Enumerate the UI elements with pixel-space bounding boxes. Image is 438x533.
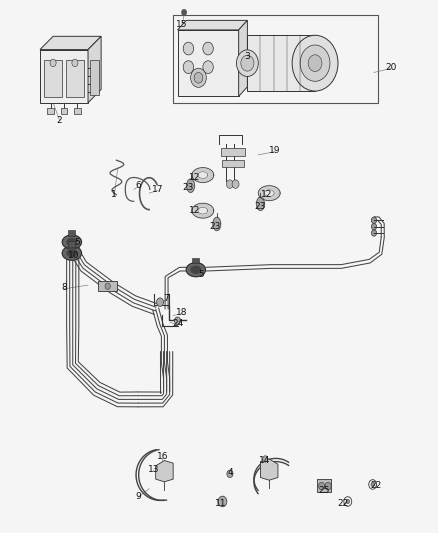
Circle shape [237,50,258,76]
Text: 12: 12 [189,206,201,215]
Text: 9: 9 [135,491,141,500]
Circle shape [371,482,374,487]
Text: 4: 4 [227,469,233,477]
Circle shape [325,482,331,490]
Circle shape [292,35,338,91]
Text: 5: 5 [199,270,205,279]
Polygon shape [186,263,205,277]
Bar [192,258,199,263]
Text: 24: 24 [172,319,183,328]
Bar [60,108,67,115]
Polygon shape [67,249,77,257]
Polygon shape [62,235,81,249]
Text: 3: 3 [244,52,250,61]
Circle shape [371,223,377,230]
Polygon shape [239,20,247,96]
Polygon shape [192,203,214,218]
Text: 8: 8 [61,283,67,292]
Polygon shape [198,207,208,214]
Text: 13: 13 [148,465,159,474]
Text: 16: 16 [156,453,168,462]
Circle shape [183,61,194,74]
Circle shape [194,72,203,83]
Polygon shape [257,197,265,211]
Circle shape [191,68,206,87]
Bar [173,15,378,103]
Text: 14: 14 [259,456,271,465]
Circle shape [105,283,110,289]
Text: 18: 18 [176,308,187,317]
Circle shape [308,55,322,71]
Bar [68,241,75,247]
Polygon shape [198,172,208,179]
Text: 22: 22 [338,498,349,507]
Text: 5: 5 [74,238,80,247]
Text: 20: 20 [386,63,397,71]
Circle shape [232,180,239,188]
Bar [74,108,81,115]
Polygon shape [62,246,81,260]
Text: 15: 15 [176,20,187,29]
Bar [221,148,245,157]
Polygon shape [213,217,221,231]
Bar [47,108,54,115]
Polygon shape [187,179,194,192]
Circle shape [241,55,254,71]
Text: 12: 12 [189,173,201,182]
Circle shape [300,45,330,82]
Polygon shape [264,190,274,197]
Text: 22: 22 [371,481,382,490]
Text: 23: 23 [182,183,193,192]
Circle shape [182,10,186,15]
Text: 12: 12 [261,190,273,199]
Text: 23: 23 [209,222,220,231]
Text: 1: 1 [111,190,117,199]
Text: 10: 10 [68,252,80,260]
Circle shape [346,499,350,504]
Text: 19: 19 [269,146,281,155]
Circle shape [72,59,78,67]
Text: 2: 2 [57,116,63,125]
Text: 7: 7 [163,294,169,303]
Text: 11: 11 [215,498,227,507]
Polygon shape [191,266,201,273]
Bar [222,160,244,167]
Text: 17: 17 [152,185,164,194]
Text: 6: 6 [135,181,141,190]
Circle shape [50,59,56,67]
Polygon shape [192,167,214,182]
Circle shape [263,456,268,462]
Polygon shape [155,461,173,482]
Polygon shape [40,36,101,50]
Polygon shape [67,239,77,246]
Circle shape [226,180,233,188]
Polygon shape [88,36,101,103]
Bar [40,50,88,103]
Circle shape [371,217,377,223]
Bar [66,60,84,98]
Bar [177,30,239,96]
Polygon shape [258,185,280,200]
Circle shape [203,42,213,55]
Circle shape [183,42,194,55]
Text: 23: 23 [254,203,265,212]
Bar [68,230,75,236]
Circle shape [371,230,377,236]
Text: 25: 25 [318,486,329,495]
Bar [44,60,62,98]
Polygon shape [261,459,278,480]
Bar [247,35,315,91]
Bar [98,281,117,291]
Bar [90,60,99,95]
Circle shape [218,496,227,507]
Polygon shape [177,20,247,30]
Circle shape [227,470,233,478]
Circle shape [156,298,163,306]
Circle shape [203,61,213,74]
Bar [317,479,331,492]
Circle shape [318,482,325,490]
Circle shape [174,317,180,325]
